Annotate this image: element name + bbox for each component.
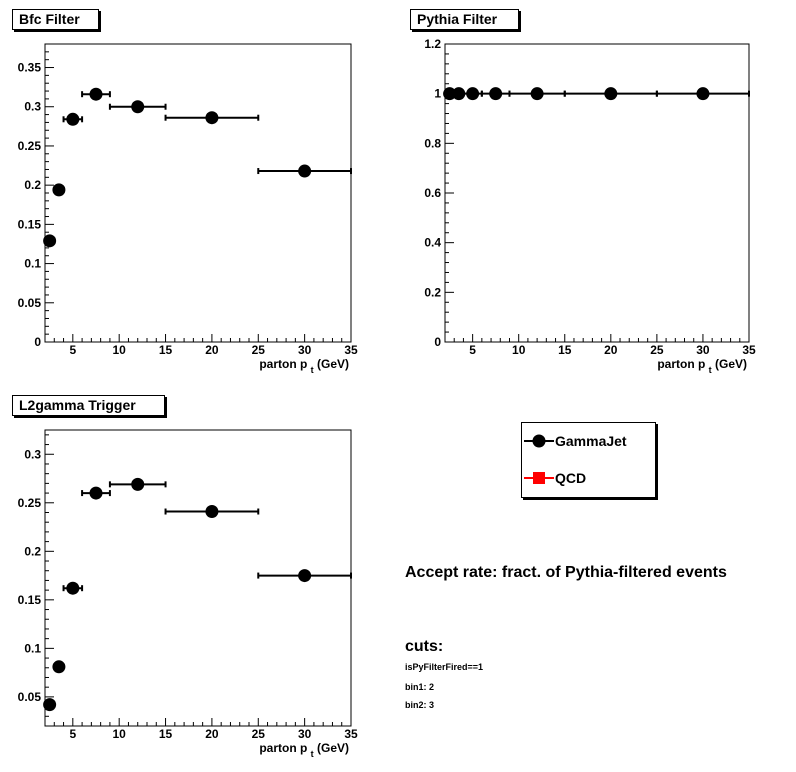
data-point [443,87,457,101]
data-point [604,87,618,101]
y-tick-label: 0.05 [18,690,42,704]
legend-entry-qcd: QCD [522,466,653,490]
y-tick-label: 0.15 [18,593,42,607]
chart-pythia-filter: 5 10 15 20 25 30 35 0 0.2 0.4 0.6 0.8 1 1.2 parton p t… [424,37,756,375]
x-tick-label: 10 [113,727,127,741]
legend-label-qcd: QCD [555,470,587,486]
data-point [131,100,145,114]
x-tick-label: 15 [159,727,173,741]
data-point [466,87,480,101]
y-tick-label: 0.3 [24,100,41,114]
y-tick-label: 0 [434,335,441,349]
legend-entry-gammajet: GammaJet [522,429,653,453]
chart-title-bfc-filter: Bfc Filter [12,9,99,30]
y-tick-label: 0.25 [18,139,42,153]
plot-frame [44,43,352,343]
x-tick-label: 20 [604,343,618,357]
chart-bfc-filter: 5 10 15 20 25 30 35 0 0.05 0.1 0.15 0.2 0.25 0.3 0.35 p… [18,43,358,375]
x-tick-label: 5 [69,343,76,357]
x-tick-label: 5 [469,343,476,357]
x-tick-label: 10 [113,343,127,357]
y-tick-label: 0.3 [24,447,41,461]
y-tick-label: 0.6 [424,186,441,200]
x-tick-label: 30 [298,343,312,357]
y-tick-label: 0.2 [424,285,441,299]
data-point [205,505,219,519]
y-tick-label: 1 [434,87,441,101]
x-tick-label: 10 [512,343,526,357]
x-tick-label: 20 [205,343,219,357]
chart-title-pythia-filter: Pythia Filter [410,9,519,30]
data-point [89,486,103,500]
x-axis-label: parton p t (GeV) [259,357,349,375]
legend-square-marker-icon [524,472,554,484]
data-point [43,234,57,248]
data-point [489,87,503,101]
data-point [52,183,66,197]
y-tick-label: 0.8 [424,136,441,150]
chart-title-l2gamma-trigger: L2gamma Trigger [12,395,165,416]
y-tick-label: 0.1 [24,257,41,271]
y-tick-label: 0.2 [24,178,41,192]
cuts-heading: cuts: [405,638,444,655]
data-point [530,87,544,101]
x-axis-label: parton p t (GeV) [657,357,747,375]
x-tick-label: 15 [558,343,572,357]
data-point [696,87,710,101]
data-point [66,112,80,126]
accept-rate-caption: Accept rate: fract. of Pythia-filtered e… [405,564,727,581]
x-axis-label: parton p t (GeV) [259,741,349,759]
data-point [66,581,80,595]
x-tick-label: 30 [298,727,312,741]
y-tick-label: 0.05 [18,296,42,310]
legend: GammaJet QCD [521,422,656,498]
data-point [52,660,66,674]
legend-label-gammajet: GammaJet [555,433,627,449]
y-tick-label: 0.2 [24,544,41,558]
data-point [298,569,312,583]
y-tick-label: 0.1 [24,641,41,655]
y-tick-label: 1.2 [424,37,441,51]
cut-line: bin2: 3 [405,700,435,710]
x-tick-label: 20 [205,727,219,741]
x-tick-label: 5 [69,727,76,741]
x-tick-label: 35 [344,343,358,357]
data-point [205,111,219,125]
x-tick-label: 25 [252,727,266,741]
data-point [89,87,103,101]
y-tick-label: 0 [34,335,41,349]
x-tick-label: 25 [252,343,266,357]
chart-l2gamma-trigger: 5 10 15 20 25 30 35 0.05 0.1 0.15 0.2 0.25 0.3 parton… [18,429,358,759]
x-tick-label: 35 [344,727,358,741]
cut-line: bin1: 2 [405,682,435,692]
x-tick-label: 35 [742,343,756,357]
x-tick-label: 30 [696,343,710,357]
x-tick-label: 25 [650,343,664,357]
y-tick-label: 0.35 [18,61,42,75]
y-tick-label: 0.4 [424,236,441,250]
data-point [131,477,145,491]
legend-circle-marker-icon [524,434,554,448]
data-point [452,87,466,101]
y-tick-label: 0.25 [18,496,42,510]
cut-line: isPyFilterFired==1 [405,662,484,672]
data-point [298,164,312,178]
data-point [43,698,57,712]
x-tick-label: 15 [159,343,173,357]
y-tick-label: 0.15 [18,217,42,231]
